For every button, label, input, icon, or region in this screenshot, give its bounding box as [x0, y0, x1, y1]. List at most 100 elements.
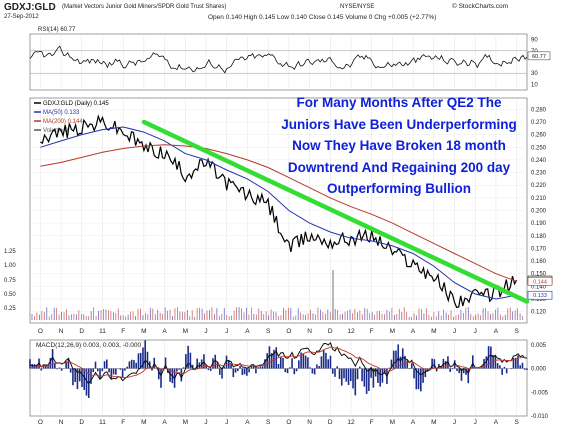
price-tag-box — [527, 290, 553, 300]
macd-x-tick-label: F — [121, 419, 125, 426]
annotation-line-2: Juniors Have Been Underperforming — [281, 116, 517, 132]
x-tick-label: J — [453, 328, 456, 335]
price-line — [40, 114, 518, 309]
macd-label: MACD(12,26,9) 0.003, 0.003, -0.000 — [36, 342, 142, 349]
x-tick-label: N — [59, 328, 64, 335]
ma200-line — [40, 144, 517, 282]
macd-x-tick-label: A — [411, 419, 416, 426]
rsi-tick-label: 90 — [531, 38, 538, 44]
chart-quote: Open 0.140 High 0.145 Low 0.140 Close 0.… — [208, 14, 437, 21]
macd-x-tick-label: O — [286, 419, 291, 426]
chart-date: 27-Sep-2012 — [4, 14, 39, 20]
rsi-tick-label: 10 — [531, 82, 538, 88]
x-tick-label: A — [494, 328, 499, 335]
volume-tick-label: 0.25 — [4, 306, 16, 312]
x-tick-label: A — [411, 328, 416, 335]
macd-x-tick-label: M — [141, 419, 146, 426]
price-right-tick: 0.230 — [531, 171, 547, 177]
x-tick-label: D — [79, 328, 84, 335]
chart-symbol: GDXJ:GLD — [4, 2, 56, 13]
legend-entry: MA(200) 0.144 — [43, 119, 83, 125]
ma50-line — [40, 126, 517, 300]
price-right-tick: 0.130 — [531, 297, 547, 303]
x-tick-label: O — [38, 328, 43, 335]
macd-x-tick-label: S — [266, 419, 271, 426]
price-tag: 0.144 — [533, 279, 547, 285]
macd-x-tick-label: J — [225, 419, 228, 426]
macd-x-tick-label: F — [370, 419, 374, 426]
annotation-text: For Many Months After QE2 The Juniors Ha… — [254, 92, 544, 200]
x-tick-label: S — [514, 328, 519, 335]
x-tick-label: F — [121, 328, 125, 335]
x-tick-label: D — [328, 328, 333, 335]
price-right-tick: 0.170 — [531, 246, 547, 252]
price-right-tick: 0.210 — [531, 196, 547, 202]
macd-x-tick-label: O — [38, 419, 43, 426]
macd-x-tick-label: A — [494, 419, 499, 426]
volume-tick-label: 1.25 — [4, 249, 16, 255]
price-right-tick: 0.250 — [531, 145, 547, 151]
macd-signal-line — [29, 346, 528, 379]
macd-x-tick-label: D — [79, 419, 84, 426]
price-right-tick: 0.150 — [531, 272, 547, 278]
annotation-line-1: For Many Months After QE2 The — [296, 95, 502, 110]
price-tag: 0.133 — [533, 293, 547, 299]
price-right-tick: 0.200 — [531, 209, 547, 215]
macd-tick-label: 0.000 — [531, 367, 547, 373]
macd-x-tick-label: A — [245, 419, 250, 426]
rsi-value-box — [527, 51, 551, 61]
x-tick-label: 11 — [99, 328, 106, 335]
macd-tick-label: 0.005 — [531, 343, 547, 349]
x-tick-label: F — [370, 328, 374, 335]
macd-x-tick-label: J — [474, 419, 477, 426]
chart-description: (Market Vectors Junior Gold Miners/SPDR … — [62, 4, 227, 10]
legend-entry: GDXJ:GLD (Daily) 0.145 — [43, 101, 109, 107]
price-right-tick: 0.180 — [531, 234, 547, 240]
x-tick-label: N — [307, 328, 312, 335]
price-right-tick: 0.220 — [531, 183, 547, 189]
macd-x-tick-label: 11 — [99, 419, 106, 426]
x-tick-label: A — [245, 328, 250, 335]
annotation-line-5: Outperforming Bullion — [327, 181, 471, 196]
chart-source: © StockCharts.com — [452, 3, 509, 10]
macd-x-tick-label: N — [59, 419, 64, 426]
price-right-tick: 0.190 — [531, 221, 547, 227]
macd-panel-frame — [29, 339, 528, 417]
macd-x-tick-label: 12 — [347, 419, 355, 426]
volume-tick-label: 0.50 — [4, 292, 16, 298]
x-tick-label: M — [390, 328, 395, 335]
macd-tick-label: -0.005 — [531, 390, 549, 396]
macd-x-tick-label: S — [514, 419, 519, 426]
x-tick-label: M — [183, 328, 188, 335]
macd-tick-label: -0.010 — [531, 414, 549, 420]
macd-x-tick-label: D — [328, 419, 333, 426]
x-tick-label: J — [474, 328, 477, 335]
price-right-tick: 0.160 — [531, 259, 547, 265]
price-right-tick: 0.260 — [531, 133, 547, 139]
x-tick-label: A — [162, 328, 167, 335]
macd-x-tick-label: M — [183, 419, 188, 426]
rsi-panel-frame — [29, 33, 528, 91]
legend-entry: MA(50) 0.133 — [43, 110, 80, 116]
price-right-tick: 0.270 — [531, 120, 547, 126]
annotation-line-4: Downtrend And Regaining 200 day — [287, 159, 511, 175]
x-tick-label: S — [266, 328, 271, 335]
x-tick-label: J — [204, 328, 207, 335]
rsi-tick-label: 30 — [531, 71, 538, 77]
macd-x-tick-label: M — [431, 419, 436, 426]
volume-tick-label: 0.75 — [4, 278, 16, 284]
x-tick-label: M — [141, 328, 146, 335]
macd-x-tick-label: J — [453, 419, 456, 426]
rsi-value-tag: 60.77 — [532, 54, 546, 60]
x-tick-label: J — [225, 328, 228, 335]
macd-x-tick-label: J — [204, 419, 207, 426]
annotation-line-3: Now They Have Broken 18 month — [292, 138, 506, 153]
green-trendline — [141, 119, 530, 304]
price-right-tick: 0.280 — [531, 107, 547, 113]
price-right-tick: 0.240 — [531, 158, 547, 164]
macd-x-tick-label: M — [390, 419, 395, 426]
macd-x-tick-label: A — [162, 419, 167, 426]
macd-x-tick-label: N — [307, 419, 312, 426]
